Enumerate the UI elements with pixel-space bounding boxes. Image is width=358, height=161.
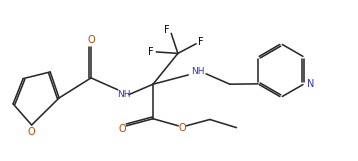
Text: F: F	[164, 25, 170, 35]
Text: O: O	[118, 124, 126, 134]
Text: O: O	[28, 128, 35, 137]
Text: NH: NH	[117, 90, 130, 99]
Text: O: O	[179, 123, 187, 133]
Text: F: F	[147, 47, 153, 57]
Text: NH: NH	[191, 67, 205, 76]
Text: F: F	[198, 37, 204, 47]
Text: N: N	[307, 79, 315, 89]
Text: O: O	[87, 35, 95, 45]
